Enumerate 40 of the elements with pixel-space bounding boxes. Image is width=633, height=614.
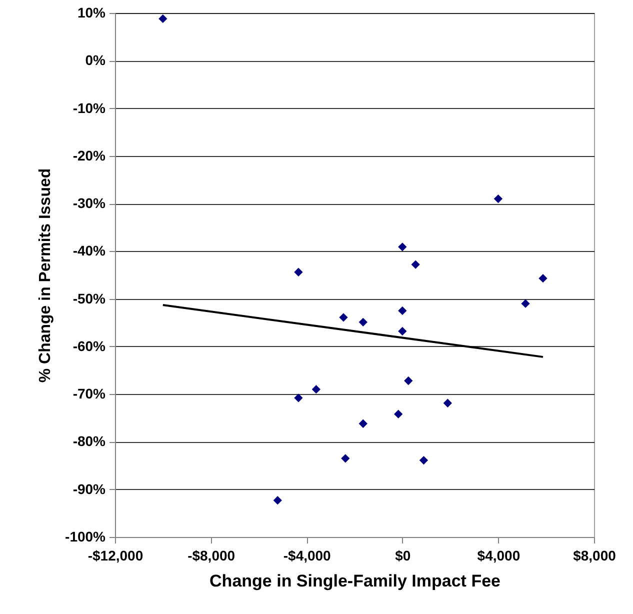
y-tick-label: -40% [72,242,106,259]
point [494,194,503,204]
y-tick-label: 0% [85,52,106,68]
x-tick-label: $4,000 [477,548,520,564]
point [538,274,548,283]
y-tick-label: -10% [72,100,106,116]
point [398,306,407,316]
point [341,454,350,463]
point [443,398,452,408]
point [398,326,407,336]
y-tick-label: -20% [72,147,106,164]
x-tick-label: -$12,000 [88,548,144,564]
point [294,394,303,402]
point [312,384,321,394]
y-tick-label: -50% [72,290,106,306]
y-tick-label: -80% [72,433,106,450]
point [358,419,368,428]
x-tick-label: $8,000 [573,548,616,564]
y-tick-label: -30% [72,195,106,212]
y-tick-label: -90% [72,480,106,497]
point [521,299,530,308]
point [339,313,348,322]
point [158,14,168,24]
point [273,496,282,505]
y-axis-title: % Change in Permits Issued [37,168,54,383]
point [419,456,428,465]
point [404,376,413,386]
x-axis-title: Change in Single-Family Impact Fee [210,572,500,590]
x-tick-label: -$4,000 [283,548,332,564]
point [411,260,420,269]
x-tick-label: $0 [395,548,411,564]
y-tick-label: -100% [65,528,106,544]
point [398,242,407,252]
point [358,318,368,326]
y-tick-label: -60% [72,338,106,354]
x-tick-label: -$8,000 [188,548,236,564]
y-tick-label: -70% [72,386,106,402]
point [294,268,303,276]
y-tick-label: 10% [77,4,106,20]
point [394,410,403,418]
